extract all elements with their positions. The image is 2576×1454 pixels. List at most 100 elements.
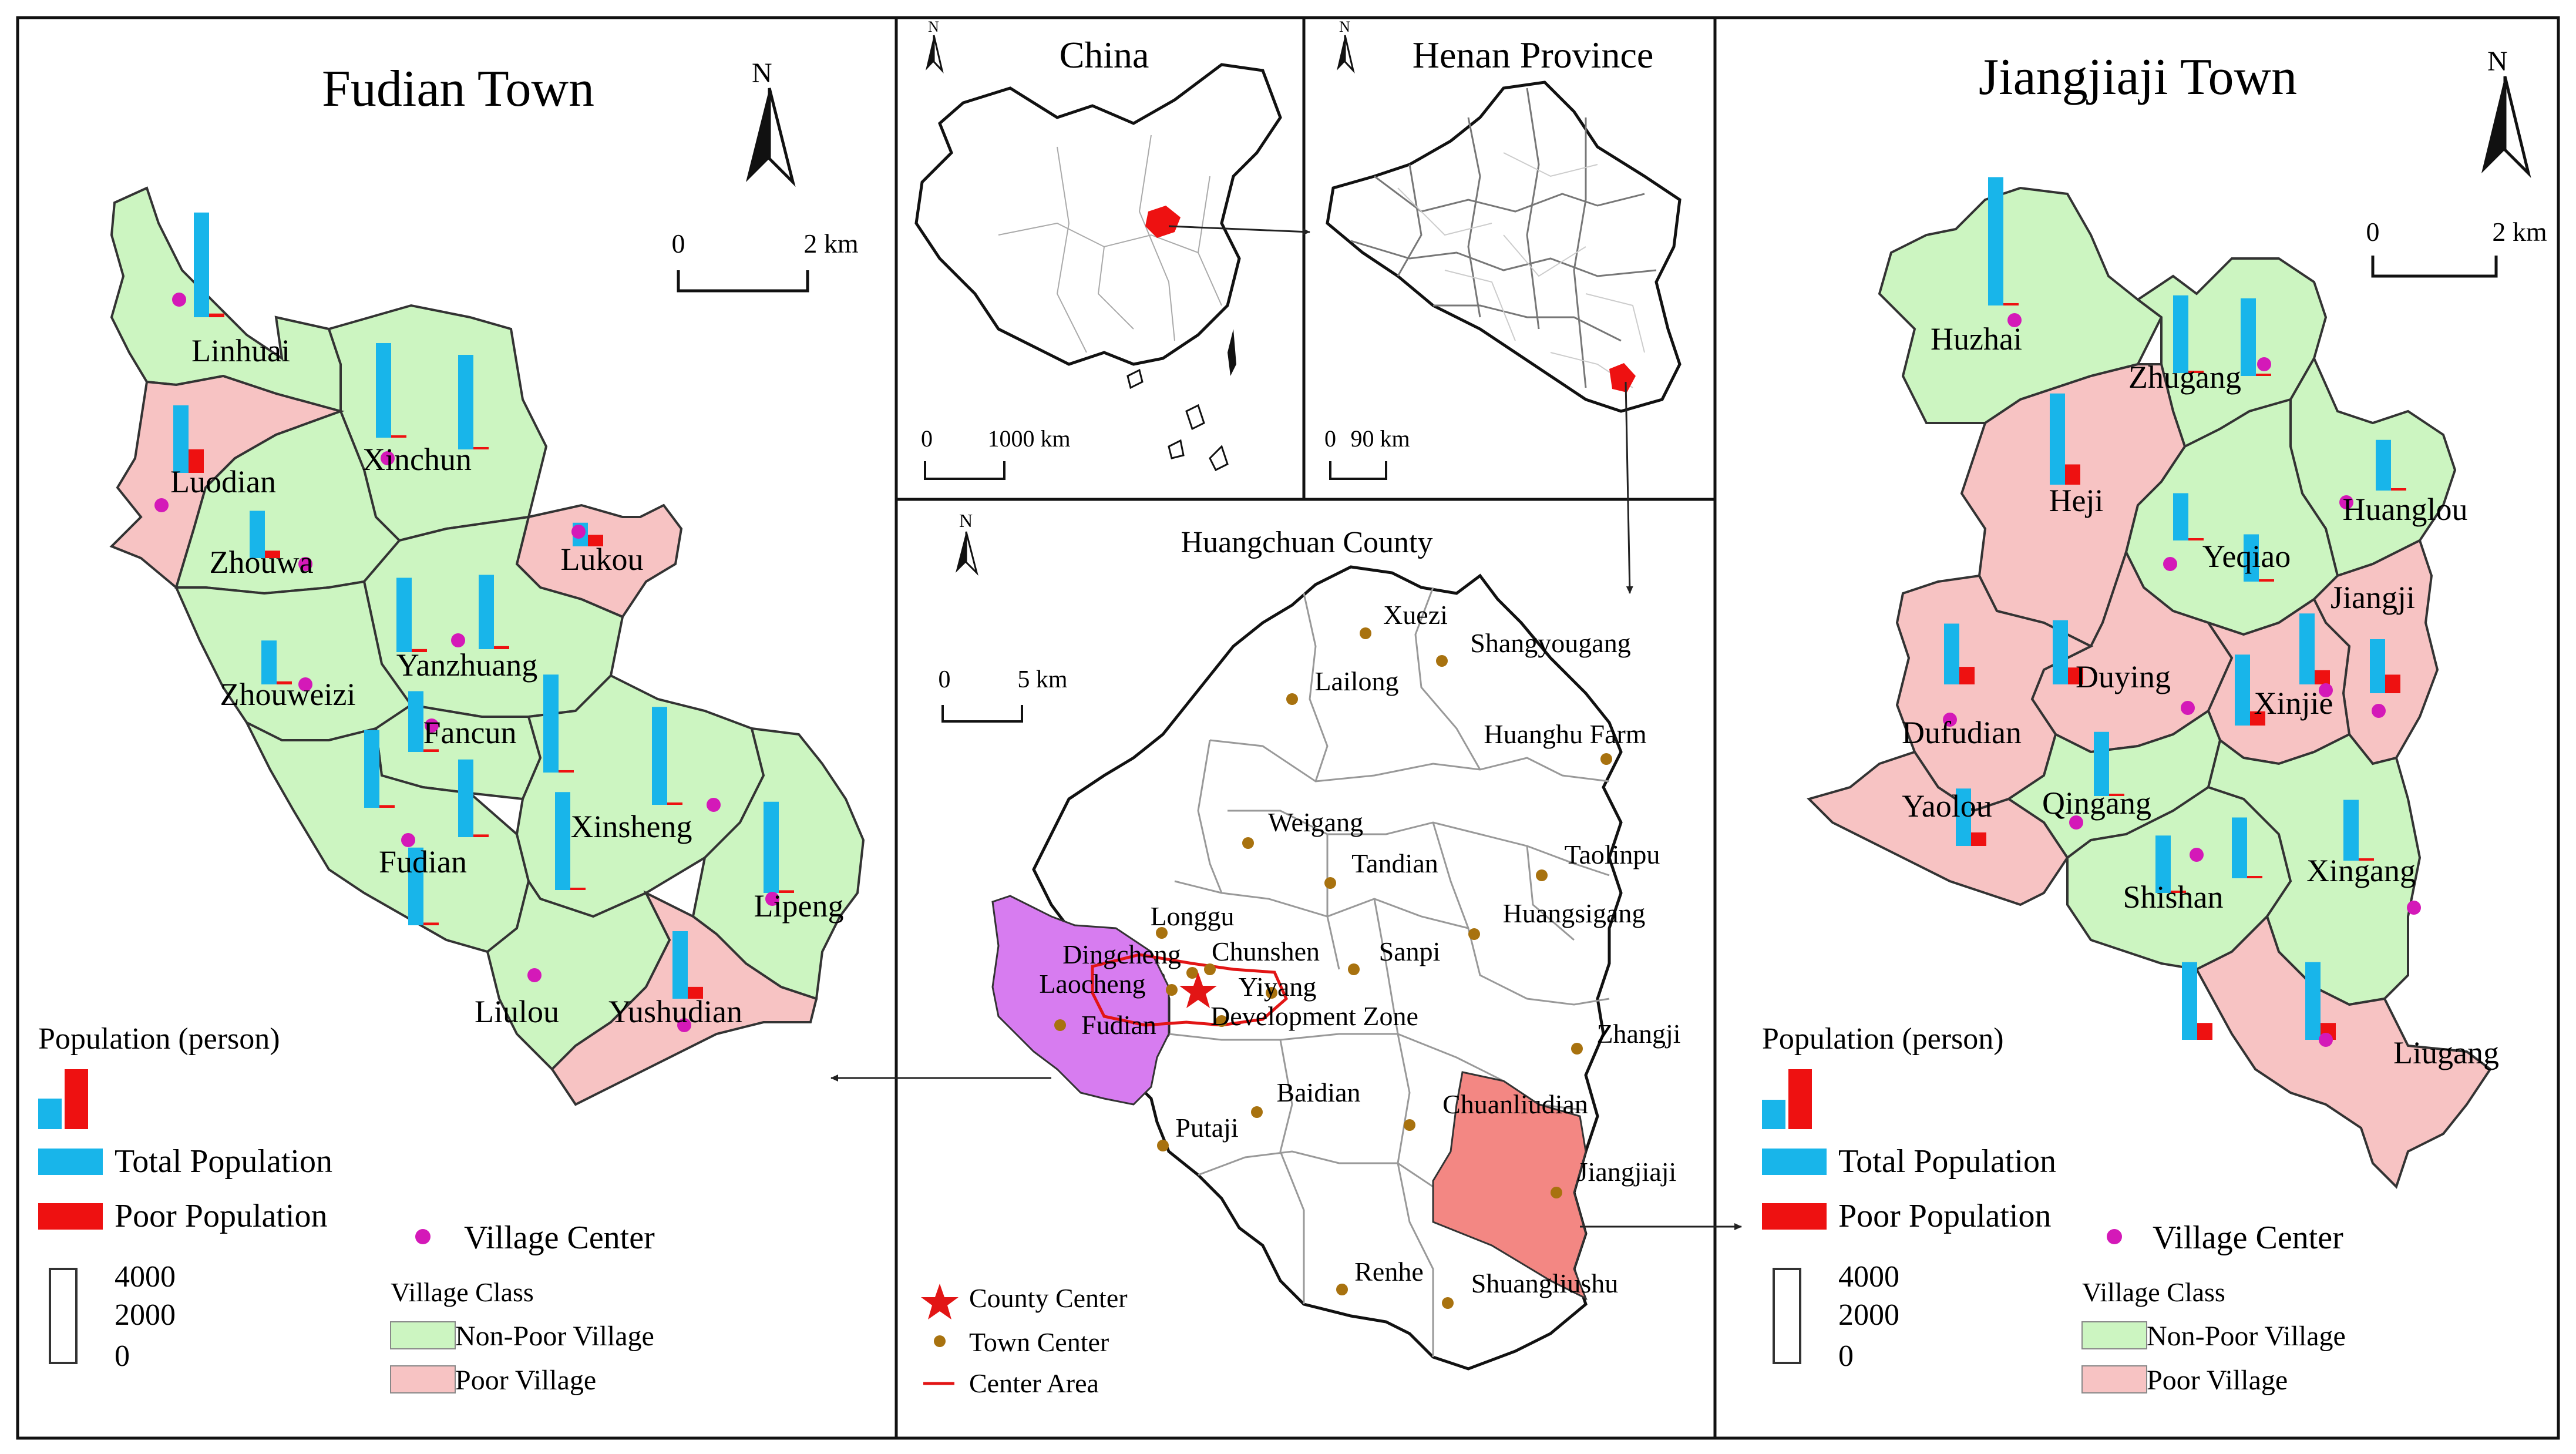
town-laocheng: Laocheng: [1039, 969, 1178, 999]
legend-class-title: Village Class: [391, 1277, 534, 1307]
legend-total-label: Total Population: [115, 1143, 332, 1180]
poor-population-bar: [2385, 674, 2400, 693]
town-center-icon: [934, 1335, 946, 1347]
county-center-star-icon: [921, 1284, 959, 1319]
town-chuanliudian: Chuanliudian: [1404, 1089, 1588, 1131]
legend-bar-icon-poor: [1788, 1069, 1812, 1129]
poor-population-bar: [2256, 374, 2271, 376]
town-label: Fudian: [1081, 1010, 1156, 1040]
fudian-region-highlight: [991, 895, 1170, 1106]
town-label: Jiangjiaji: [1578, 1157, 1677, 1187]
poor-population-bar: [2250, 711, 2265, 726]
town-center-icon: [1442, 1297, 1454, 1309]
village-center-icon: [571, 525, 586, 539]
village-heji: Heji: [2049, 393, 2103, 518]
village-label: Huzhai: [1931, 321, 2022, 357]
town-label: Chuanliudian: [1442, 1089, 1588, 1119]
china-outline: [914, 63, 1282, 366]
town-label: Yiyang: [1239, 972, 1317, 1002]
poor-population-bar: [2188, 538, 2204, 540]
village-center-icon: [2190, 848, 2204, 862]
village-label: Xinchun: [362, 442, 472, 477]
village-label: Zhugang: [2128, 360, 2241, 395]
total-population-bar: [764, 801, 779, 893]
village-label: Fudian: [379, 844, 467, 879]
poor-population-bar: [473, 834, 489, 837]
village-center-icon: [527, 968, 542, 982]
legend-nonpoor-swatch: [2081, 1321, 2147, 1349]
town-center-icon: [1336, 1284, 1348, 1295]
svg-text:N: N: [1339, 18, 1350, 35]
village-duying: Duying: [2053, 620, 2195, 715]
henan-scale-bar: 0 90 km: [1324, 425, 1410, 480]
total-population-bar: [672, 931, 688, 999]
henan-highlight: [1145, 206, 1181, 238]
village-luodian: Luodian: [154, 405, 276, 512]
village-zhugang: Zhugang: [2128, 295, 2271, 395]
poor-population-bar: [2003, 303, 2019, 305]
legend-poor-village-swatch: [390, 1365, 456, 1393]
svg-text:2 km: 2 km: [2492, 217, 2547, 247]
town-label: Zhangji: [1596, 1019, 1680, 1049]
total-population-bar: [194, 212, 209, 317]
region-liugang: [2195, 914, 2492, 1189]
town-center-icon: [1216, 1015, 1228, 1027]
village-jiangji: Jiangji: [2330, 580, 2415, 718]
village-shishan: Shishan: [2123, 835, 2224, 915]
village-center-icon: [2163, 557, 2177, 571]
village-label: Xinsheng: [571, 809, 692, 844]
left-scale-bar: 0 2 km: [672, 229, 859, 293]
village-liulou: Liulou: [475, 968, 559, 1029]
right-panel-frame: [1713, 16, 2560, 1440]
total-population-bar: [2376, 439, 2391, 491]
village-label: Huanglou: [2343, 492, 2468, 527]
legend-poor-label: Poor Population: [115, 1198, 327, 1234]
village-center-icon: [298, 677, 312, 691]
village-center-icon: [2069, 815, 2083, 830]
china-inset: China N 0 1000 km: [914, 18, 1282, 480]
town-center-icon: [1286, 693, 1298, 705]
total-population-bar: [2343, 800, 2359, 861]
region-xingang: [2207, 733, 2422, 1006]
right-legend: Population (person) Total Population Poo…: [1762, 1022, 2346, 1396]
village-center-icon: [172, 293, 186, 307]
village-center-icon: [2107, 1229, 2122, 1244]
town-label: Renhe: [1354, 1257, 1424, 1287]
village-label: Yaolou: [1902, 788, 1992, 824]
county-title: Huangchuan County: [1181, 526, 1433, 559]
legend-bar-icon-total: [1762, 1100, 1785, 1129]
town-longgu: Longgu: [1150, 901, 1235, 939]
village-label: Xinjie: [2254, 686, 2333, 721]
town-center-icon: [1348, 963, 1360, 975]
svg-text:0: 0: [1324, 425, 1336, 452]
town-center-icon: [1251, 1106, 1263, 1118]
total-population-bar: [2053, 620, 2068, 684]
svg-text:0: 0: [939, 666, 951, 693]
china-scale-bar: 0 1000 km: [921, 425, 1071, 480]
town-zhangji: Zhangji: [1571, 1019, 1681, 1055]
north-arrow-icon: N: [746, 58, 796, 187]
svg-text:Town Center: Town Center: [969, 1327, 1109, 1357]
total-population-bar: [408, 847, 423, 925]
village-fancun: Fancun: [408, 691, 516, 752]
village-label: Zhouweizi: [220, 677, 356, 712]
total-population-bar: [2305, 962, 2321, 1040]
poor-population-bar: [423, 922, 439, 925]
village-center-icon: [2007, 313, 2022, 327]
poor-population-bar: [379, 805, 395, 808]
village-fudian: Fudian: [364, 730, 489, 925]
total-population-bar: [2244, 534, 2259, 582]
town-center-icon: [1571, 1043, 1583, 1055]
village-label: Duying: [2076, 659, 2171, 694]
left-panel-title: Fudian Town: [322, 61, 594, 117]
village-center-icon: [451, 633, 465, 647]
town-label: Dingcheng: [1062, 939, 1181, 969]
total-population-bar: [376, 343, 391, 438]
county-map: Huangchuan County N 0 5 km: [921, 510, 1681, 1398]
poor-population-bar: [688, 986, 703, 999]
village-yeqiao: Yeqiao: [2163, 493, 2291, 582]
village-center-icon: [1943, 713, 1957, 727]
village-yushudian: Yushudian: [608, 931, 742, 1032]
town-chunshen: Chunshen: [1204, 936, 1320, 975]
total-population-bar: [1956, 788, 1971, 846]
